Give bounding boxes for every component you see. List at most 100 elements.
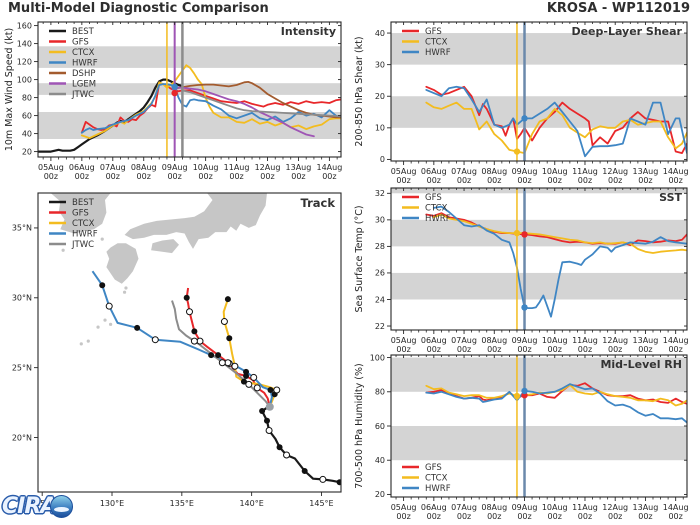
svg-text:00z: 00z xyxy=(44,172,58,181)
svg-text:24: 24 xyxy=(375,295,385,304)
svg-text:14Aug: 14Aug xyxy=(663,503,689,512)
svg-text:00z: 00z xyxy=(608,345,622,352)
svg-text:10: 10 xyxy=(375,124,385,133)
track-panel: 125°E 130°E 135°E 140°E 145°E 20°N 25°N 30°N 35°… xyxy=(12,192,342,508)
svg-text:11Aug: 11Aug xyxy=(572,503,598,512)
svg-text:120: 120 xyxy=(17,57,32,66)
svg-text:35°N: 35°N xyxy=(12,224,32,233)
svg-text:05Aug: 05Aug xyxy=(391,167,417,176)
svg-text:30: 30 xyxy=(375,60,385,69)
svg-text:BEST: BEST xyxy=(72,198,95,208)
svg-text:CTCX: CTCX xyxy=(425,204,448,214)
svg-text:140°E: 140°E xyxy=(239,499,263,508)
svg-text:06Aug: 06Aug xyxy=(421,503,447,512)
svg-text:06Aug: 06Aug xyxy=(69,163,95,172)
svg-text:28: 28 xyxy=(375,242,385,251)
svg-text:11Aug: 11Aug xyxy=(224,163,250,172)
svg-text:14Aug: 14Aug xyxy=(316,163,342,172)
svg-text:00z: 00z xyxy=(548,176,562,185)
svg-text:80: 80 xyxy=(22,93,32,102)
svg-text:00z: 00z xyxy=(487,345,501,352)
sst-panel: 05Aug00z06Aug00z07Aug00z08Aug00z09Aug00z… xyxy=(354,187,689,352)
svg-text:00z: 00z xyxy=(396,176,410,185)
svg-text:Intensity: Intensity xyxy=(281,25,336,38)
svg-text:00z: 00z xyxy=(578,512,592,521)
svg-text:00z: 00z xyxy=(638,345,652,352)
svg-text:32: 32 xyxy=(375,189,385,198)
svg-text:00z: 00z xyxy=(668,345,682,352)
svg-text:05Aug: 05Aug xyxy=(391,503,417,512)
svg-text:10Aug: 10Aug xyxy=(193,163,219,172)
svg-text:05Aug: 05Aug xyxy=(391,336,417,345)
svg-text:HWRF: HWRF xyxy=(425,484,451,494)
svg-text:10m Max Wind Speed (kt): 10m Max Wind Speed (kt) xyxy=(4,28,15,151)
svg-text:20: 20 xyxy=(22,147,32,156)
svg-text:GFS: GFS xyxy=(72,209,89,219)
svg-text:BEST: BEST xyxy=(72,27,95,37)
svg-text:LGEM: LGEM xyxy=(72,80,96,90)
svg-text:00z: 00z xyxy=(548,345,562,352)
svg-text:00z: 00z xyxy=(517,345,531,352)
svg-text:HWRF: HWRF xyxy=(425,48,451,58)
svg-text:20: 20 xyxy=(375,92,385,101)
svg-text:40: 40 xyxy=(375,456,385,465)
svg-text:200-850 hPa Shear (kt): 200-850 hPa Shear (kt) xyxy=(354,36,365,146)
svg-text:13Aug: 13Aug xyxy=(633,503,659,512)
svg-text:HWRF: HWRF xyxy=(425,214,451,224)
svg-text:08Aug: 08Aug xyxy=(481,336,507,345)
svg-text:60: 60 xyxy=(22,111,32,120)
svg-text:135°E: 135°E xyxy=(170,499,194,508)
svg-text:140: 140 xyxy=(17,39,32,48)
svg-text:100: 100 xyxy=(370,353,385,362)
svg-text:JTWC: JTWC xyxy=(71,240,94,250)
svg-text:11Aug: 11Aug xyxy=(572,336,598,345)
svg-text:HWRF: HWRF xyxy=(72,59,98,69)
globe-icon xyxy=(50,495,74,518)
svg-text:00z: 00z xyxy=(608,176,622,185)
svg-text:00z: 00z xyxy=(668,512,682,521)
svg-text:700-500 hPa Humidity (%): 700-500 hPa Humidity (%) xyxy=(354,363,365,488)
svg-text:00z: 00z xyxy=(198,172,212,181)
svg-text:0: 0 xyxy=(380,155,385,164)
svg-text:GFS: GFS xyxy=(425,193,442,203)
svg-text:25°N: 25°N xyxy=(12,363,32,372)
svg-text:00z: 00z xyxy=(608,512,622,521)
svg-text:30: 30 xyxy=(375,216,385,225)
svg-text:00z: 00z xyxy=(457,176,471,185)
svg-text:00z: 00z xyxy=(668,176,682,185)
figure-title: Multi-Model Diagnostic Comparison xyxy=(8,1,269,16)
svg-text:DSHP: DSHP xyxy=(72,69,95,79)
svg-text:06Aug: 06Aug xyxy=(421,167,447,176)
svg-text:Sea Surface Temp (°C): Sea Surface Temp (°C) xyxy=(354,205,365,312)
svg-text:00z: 00z xyxy=(457,512,471,521)
svg-text:CTCX: CTCX xyxy=(72,219,95,229)
svg-text:00z: 00z xyxy=(229,172,243,181)
svg-text:JTWC: JTWC xyxy=(71,90,94,100)
svg-text:00z: 00z xyxy=(517,512,531,521)
svg-text:09Aug: 09Aug xyxy=(512,167,538,176)
cira-logo-text: CIRA xyxy=(2,494,57,519)
svg-text:11Aug: 11Aug xyxy=(572,167,598,176)
svg-text:00z: 00z xyxy=(638,512,652,521)
svg-text:00z: 00z xyxy=(75,172,89,181)
svg-text:09Aug: 09Aug xyxy=(162,163,188,172)
svg-text:06Aug: 06Aug xyxy=(421,336,447,345)
svg-text:145°E: 145°E xyxy=(309,499,333,508)
svg-text:Deep-Layer Shear: Deep-Layer Shear xyxy=(571,25,682,38)
svg-text:00z: 00z xyxy=(427,345,441,352)
svg-text:07Aug: 07Aug xyxy=(100,163,126,172)
svg-text:00z: 00z xyxy=(291,172,305,181)
svg-text:00z: 00z xyxy=(106,172,120,181)
svg-text:CTCX: CTCX xyxy=(72,48,95,58)
svg-text:GFS: GFS xyxy=(72,38,89,48)
svg-text:07Aug: 07Aug xyxy=(451,336,477,345)
cira-logo: CIRA xyxy=(2,494,74,519)
svg-text:13Aug: 13Aug xyxy=(286,163,312,172)
svg-text:60: 60 xyxy=(375,422,385,431)
storm-title: KROSA - WP112019 xyxy=(546,1,690,16)
svg-text:GFS: GFS xyxy=(425,27,442,37)
svg-text:08Aug: 08Aug xyxy=(131,163,157,172)
svg-text:00z: 00z xyxy=(487,512,501,521)
svg-text:12Aug: 12Aug xyxy=(255,163,281,172)
